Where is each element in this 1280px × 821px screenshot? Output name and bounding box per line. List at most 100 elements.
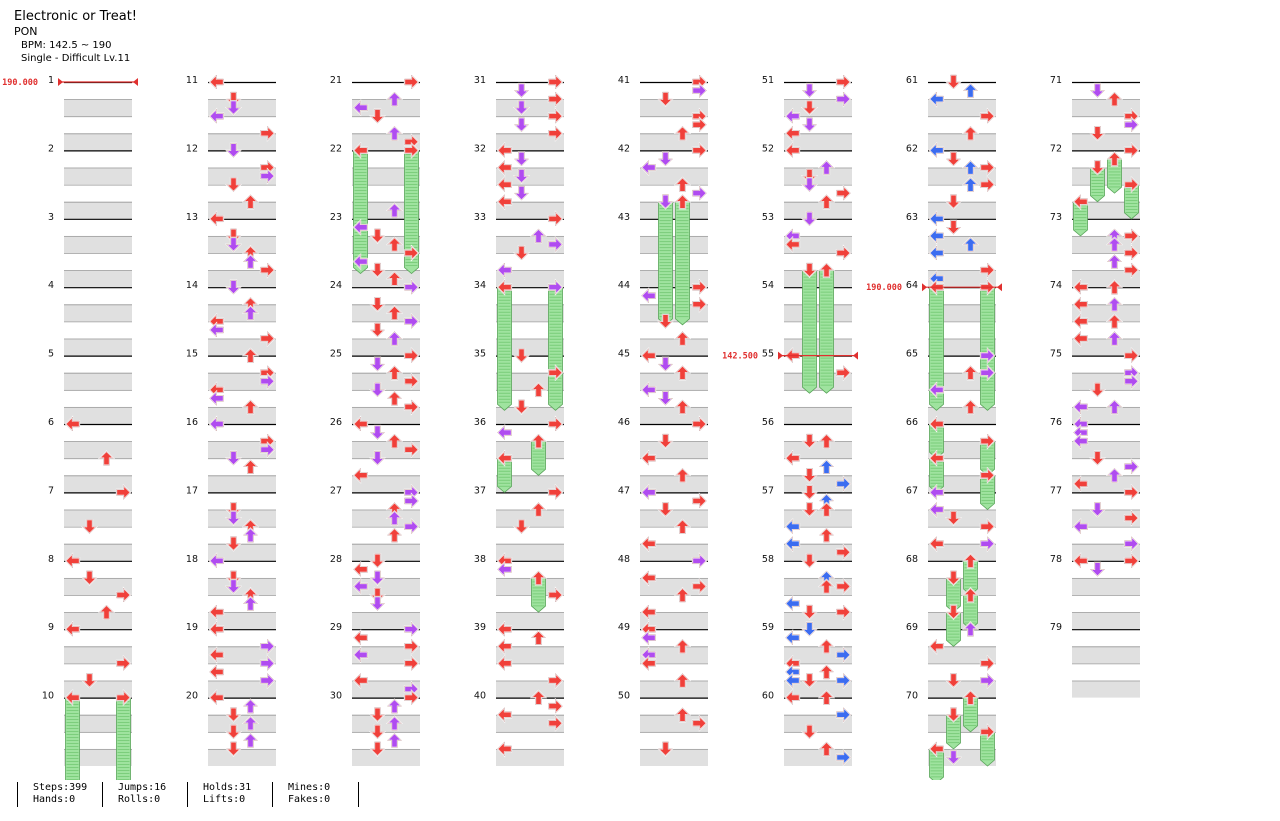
beat-row	[784, 270, 852, 288]
beat-row	[928, 714, 996, 732]
beat-row	[496, 509, 564, 527]
beat-row	[784, 543, 852, 561]
measure-number: 55	[762, 349, 774, 360]
arrow-outline	[658, 314, 673, 329]
arrow-outline	[802, 468, 817, 483]
beat-row	[640, 406, 708, 424]
bpm-marker-left-icon	[58, 78, 63, 86]
arrow-outline	[980, 108, 995, 124]
arrow-outline	[658, 433, 673, 449]
arrow-outline	[514, 348, 529, 363]
arrow-outline	[1124, 459, 1139, 475]
arrow-outline	[836, 245, 851, 261]
arrow-outline	[836, 647, 851, 663]
measure-number: 20	[186, 691, 198, 702]
beat-row	[352, 441, 420, 459]
arrow-outline	[963, 399, 978, 415]
beat-row	[640, 748, 708, 766]
step-chart: 1234567891011121314151617181920212223242…	[2, 73, 1140, 780]
arrow-outline	[226, 228, 241, 244]
arrow-outline	[980, 365, 995, 381]
measure-number: 71	[1050, 75, 1062, 86]
measure-number: 42	[618, 143, 630, 154]
beat-row	[784, 748, 852, 766]
beat-row	[64, 748, 132, 766]
bpm-value: 190.000	[2, 78, 38, 88]
beat-row	[784, 167, 852, 185]
beat-row	[208, 748, 276, 766]
arrow-outline	[226, 143, 241, 158]
beat-row	[1072, 270, 1140, 288]
arrow-outline	[370, 451, 385, 466]
arrow-outline	[243, 715, 258, 731]
beat-row	[640, 338, 708, 356]
arrow-outline	[243, 527, 258, 543]
arrow-outline	[243, 254, 258, 269]
arrow-outline	[1124, 373, 1139, 389]
arrow-outline	[404, 279, 419, 295]
beat-row	[640, 304, 708, 322]
arrow-outline	[980, 724, 995, 740]
arrow-outline	[404, 442, 419, 458]
arrow-outline	[785, 630, 800, 646]
arrow-outline	[370, 382, 385, 398]
arrow-outline	[209, 690, 224, 706]
arrow-outline	[548, 673, 563, 688]
arrow-outline	[497, 621, 512, 637]
arrow-outline	[387, 733, 402, 748]
beat-row	[208, 167, 276, 185]
beat-row	[64, 612, 132, 630]
arrow-outline	[1107, 468, 1122, 483]
beat-row	[928, 304, 996, 322]
arrow-outline	[946, 510, 961, 526]
arrow-outline	[243, 596, 258, 611]
beat-row	[64, 167, 132, 185]
beat-row	[640, 201, 708, 219]
measure-number: 68	[906, 554, 918, 565]
beat-row	[352, 577, 420, 595]
arrow-outline	[1124, 262, 1139, 278]
arrow-outline	[641, 160, 656, 175]
measure-number: 53	[762, 212, 774, 223]
arrow-outline	[387, 391, 402, 406]
arrow-outline	[404, 621, 419, 637]
beat-row	[496, 167, 564, 185]
arrow-outline	[387, 237, 402, 252]
arrow-outline	[963, 553, 978, 568]
arrow-outline	[209, 416, 224, 432]
beat-row	[208, 680, 276, 698]
arrow-outline	[226, 510, 241, 526]
arrow-outline	[802, 433, 817, 449]
beat-row	[1072, 543, 1140, 561]
arrow-outline	[243, 698, 258, 714]
beat-row	[640, 99, 708, 117]
arrow-outline	[675, 639, 690, 654]
beat-row	[784, 612, 852, 630]
beat-row	[352, 646, 420, 664]
arrow-outline	[836, 74, 851, 90]
arrow-outline	[980, 673, 995, 688]
arrow-outline	[404, 399, 419, 415]
beat-row	[208, 509, 276, 527]
arrow-outline	[353, 100, 368, 116]
measure-number: 21	[330, 75, 342, 86]
arrow-outline	[497, 425, 512, 441]
arrow-outline	[353, 630, 368, 646]
arrow-outline	[1124, 348, 1139, 364]
arrow-outline	[404, 655, 419, 671]
arrow-outline	[82, 673, 97, 688]
arrow-outline	[929, 228, 944, 244]
arrow-outline	[1107, 279, 1122, 295]
measure-number: 43	[618, 212, 630, 223]
arrow-outline	[1107, 91, 1122, 107]
beat-row	[208, 99, 276, 117]
measure-number: 66	[906, 417, 918, 428]
beat-row	[928, 338, 996, 356]
measure-number: 49	[618, 622, 630, 633]
arrow-outline	[946, 194, 961, 209]
beat-row	[496, 133, 564, 151]
arrow-outline	[658, 194, 673, 209]
arrow-outline	[387, 91, 402, 107]
arrow-outline	[980, 536, 995, 552]
measure-number: 73	[1050, 212, 1062, 223]
